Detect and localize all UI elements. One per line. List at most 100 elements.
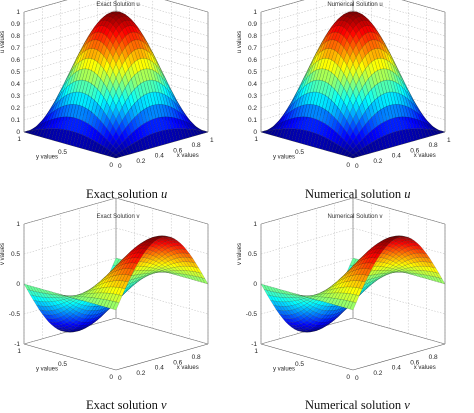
- y-tick-label: 1: [254, 136, 258, 143]
- z-tick-label: 0: [253, 281, 257, 288]
- y-tick-label: 1: [17, 348, 21, 355]
- z-tick-label: 0.2: [248, 105, 257, 112]
- z-tick-label: 0.4: [11, 81, 20, 88]
- z-tick-label: 0.2: [11, 105, 20, 112]
- z-tick-labels-1: 0 0.1 0.2 0.3 0.4 0.5 0.6 0.7 0.8 0.9 1: [248, 9, 257, 136]
- x-tick-label: 0.8: [192, 354, 201, 361]
- caption-numerical-v-text: Numerical solution: [305, 398, 402, 412]
- x-tick-label: 0: [355, 375, 359, 382]
- z-tick-label: 1: [253, 9, 257, 16]
- y-tick-labels-3: 00.51: [254, 348, 350, 381]
- z-tick-label: 0.7: [11, 45, 20, 52]
- y-tick-label: 0.5: [58, 149, 67, 156]
- z-tick-label: -1: [251, 341, 257, 348]
- y-tick-labels-1: 00.51: [254, 136, 350, 169]
- y-tick-label: 0: [109, 374, 113, 381]
- x-axis-label-0: x values: [177, 153, 199, 159]
- surface-mesh-3: [260, 235, 446, 333]
- x-tick-label: 0.4: [392, 153, 401, 160]
- z-tick-label: 0.9: [248, 21, 257, 28]
- z-tick-label: 0.6: [11, 57, 20, 64]
- surface-mesh-2: [23, 235, 209, 333]
- z-tick-label: 0.1: [248, 117, 257, 124]
- x-tick-label: 0.6: [410, 147, 419, 154]
- z-tick-label: 0: [253, 129, 257, 136]
- x-tick-label: 0.8: [429, 142, 438, 149]
- z-axis-label-1: u values: [237, 31, 243, 53]
- z-tick-label: 0.7: [248, 45, 257, 52]
- caption-exact-v-symbol: v: [161, 398, 167, 412]
- caption-numerical-u: Numerical solution u: [305, 187, 411, 202]
- y-tick-label: 0.5: [295, 361, 304, 368]
- x-tick-label: 0.6: [173, 359, 182, 366]
- x-tick-label: 0.2: [373, 370, 382, 377]
- y-tick-label: 1: [17, 136, 21, 143]
- z-tick-label: 0: [16, 129, 20, 136]
- z-tick-label: 1: [253, 221, 257, 228]
- y-tick-label: 0: [109, 162, 113, 169]
- x-tick-labels-3: 0 0.2 0.4 0.6 0.8: [355, 354, 438, 382]
- z-tick-label: 1: [16, 221, 20, 228]
- surface-plot-2: Exact Solution v-1-0.500.5100.20.40.60.8…: [0, 197, 209, 382]
- surface-plot-1: Numerical Solution u00.10.20.30.40.50.60…: [237, 0, 451, 170]
- x-axis-label-2: x values: [177, 365, 199, 371]
- x-tick-label: 0.2: [136, 158, 145, 165]
- caption-exact-v: Exact solution v: [86, 398, 167, 413]
- z-tick-label: 0.8: [11, 33, 20, 40]
- caption-exact-u: Exact solution u: [86, 187, 167, 202]
- z-tick-label: 0.8: [248, 33, 257, 40]
- x-tick-label: 0.4: [155, 153, 164, 160]
- z-tick-label: 0.6: [248, 57, 257, 64]
- plot-title-2: Exact Solution v: [96, 214, 139, 220]
- y-tick-labels-0: 00.51: [17, 136, 113, 169]
- z-tick-labels-2: -1 -0.5 0 0.5 1: [9, 221, 21, 348]
- z-tick-label: -1: [14, 341, 20, 348]
- z-axis-label-0: u values: [0, 31, 6, 53]
- z-tick-label: 0.1: [11, 117, 20, 124]
- z-tick-label: -0.5: [246, 311, 258, 318]
- y-axis-label-0: y values: [36, 154, 58, 160]
- z-tick-label: 1: [16, 9, 20, 16]
- x-tick-label: 0.6: [173, 147, 182, 154]
- surface-mesh-1: [260, 11, 446, 159]
- z-tick-label: 0.3: [248, 93, 257, 100]
- caption-numerical-v: Numerical solution v: [305, 398, 410, 413]
- z-tick-label: 0.5: [248, 251, 257, 258]
- z-tick-labels-0: 0 0.1 0.2 0.3 0.4 0.5 0.6 0.7 0.8 0.9 1: [11, 9, 20, 136]
- x-axis-label-3: x values: [414, 365, 436, 371]
- y-tick-label: 0: [346, 374, 350, 381]
- z-tick-label: 0.3: [11, 93, 20, 100]
- caption-numerical-u-text: Numerical solution: [305, 187, 402, 201]
- x-tick-label: 0.8: [429, 354, 438, 361]
- y-axis-label-1: y values: [273, 154, 295, 160]
- z-tick-label: 0.9: [11, 21, 20, 28]
- z-tick-label: 0.5: [11, 251, 20, 258]
- z-tick-labels-3: -1 -0.5 0 0.5 1: [246, 221, 258, 348]
- caption-exact-u-text: Exact solution: [86, 187, 158, 201]
- z-tick-label: -0.5: [9, 311, 21, 318]
- x-tick-labels-0: 0 0.2 0.4 0.6 0.8 1: [118, 137, 214, 170]
- x-tick-labels-2: 0 0.2 0.4 0.6 0.8: [118, 354, 201, 382]
- y-axis-label-3: y values: [273, 366, 295, 372]
- x-tick-label: 0.8: [192, 142, 201, 149]
- plot-title-1: Numerical Solution u: [327, 2, 382, 8]
- plot-title-0: Exact Solution u: [96, 2, 139, 8]
- x-tick-label: 1: [447, 137, 451, 144]
- z-axis-label-3: v values: [237, 243, 243, 265]
- x-tick-label: 0.4: [155, 365, 164, 372]
- x-tick-label: 0.2: [136, 370, 145, 377]
- caption-exact-v-text: Exact solution: [86, 398, 158, 412]
- x-tick-label: 0.2: [373, 158, 382, 165]
- x-axis-label-1: x values: [414, 153, 436, 159]
- y-tick-label: 0: [346, 162, 350, 169]
- x-tick-label: 0: [355, 163, 359, 170]
- caption-numerical-v-symbol: v: [404, 398, 410, 412]
- x-tick-label: 0.6: [410, 359, 419, 366]
- x-tick-label: 0: [118, 163, 122, 170]
- caption-numerical-u-symbol: u: [404, 187, 411, 201]
- y-tick-label: 0.5: [58, 361, 67, 368]
- y-tick-label: 1: [254, 348, 258, 355]
- surface-plot-3: Numerical Solution v-1-0.500.5100.20.40.…: [237, 197, 446, 382]
- x-tick-label: 1: [210, 137, 214, 144]
